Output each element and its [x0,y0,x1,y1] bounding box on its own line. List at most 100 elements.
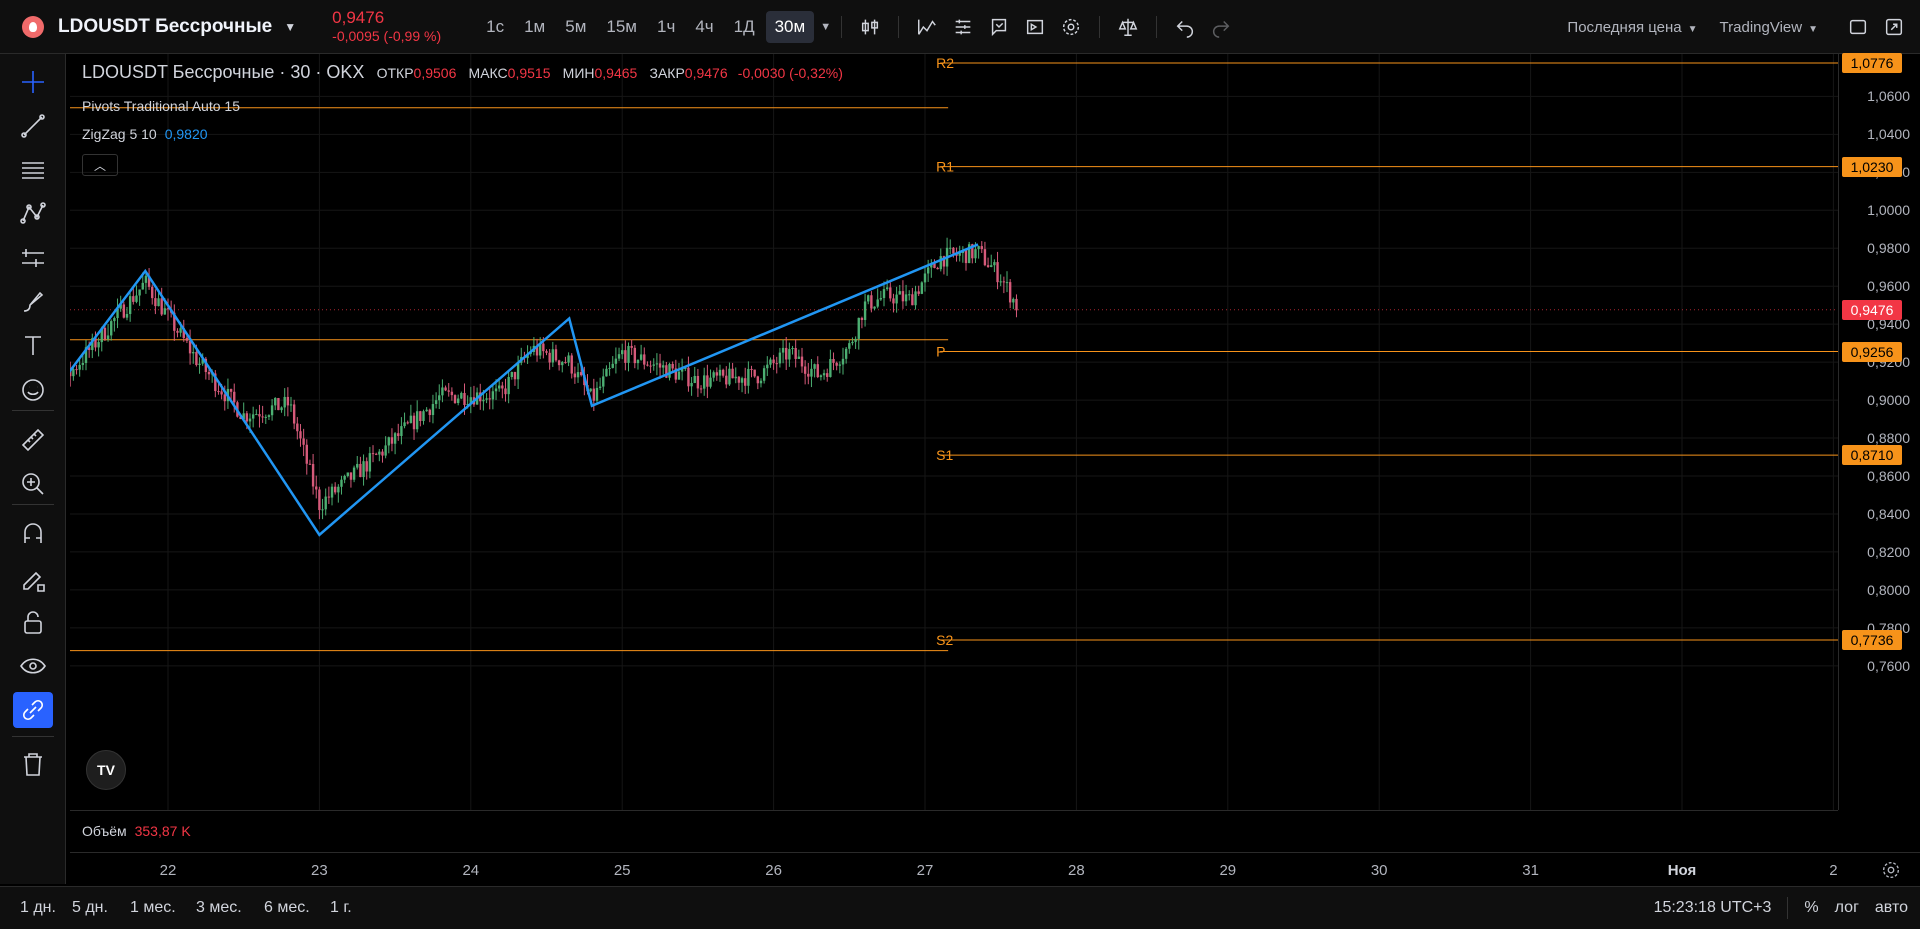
chevron-down-icon[interactable]: ▼ [820,20,832,33]
replay-icon[interactable] [1017,9,1053,45]
candle-body [658,363,662,368]
candle-body [996,262,999,283]
candle-body [592,388,596,401]
brush-icon[interactable] [13,284,53,320]
candle-body [535,345,539,356]
legend-title[interactable]: LDOUSDT Бессрочные · 30 · OKX [82,62,365,82]
templates-icon[interactable] [945,9,981,45]
range-1d[interactable]: 1 дн. [20,899,56,916]
redo-icon[interactable] [1203,9,1239,45]
clock[interactable]: 15:23:18 UTC+3 [1653,899,1772,916]
candle-body [141,282,144,290]
candle-body [116,308,119,319]
candle-body [646,364,649,366]
price-change: -0,0095 (-0,99 %) [332,27,442,44]
pattern-icon[interactable] [13,196,53,232]
range-3m[interactable]: 3 мес. [196,899,242,916]
symbol-logo-icon [22,15,44,38]
undo-icon[interactable] [1167,9,1203,45]
range-5d[interactable]: 5 дн. [72,899,108,916]
candle-body [589,388,592,392]
candle-body [381,451,384,456]
candle-body [788,349,791,360]
top-toolbar: LDOUSDT Бессрочные ▼ 0,9476 -0,0095 (-0,… [0,0,1920,54]
candle-body [892,298,895,304]
magnet-icon[interactable] [13,516,53,552]
timeframe-30m[interactable]: 30м [765,10,815,43]
timeframe-1s[interactable]: 1с [486,16,505,36]
time-tick: 29 [1219,862,1237,879]
candle-body [939,256,942,270]
candle-body [914,291,917,306]
tradingview-logo-icon[interactable]: TV [86,750,126,790]
price-tick: 0,9800 [1867,240,1910,257]
range-1y[interactable]: 1 г. [330,899,352,916]
provider-select[interactable]: TradingView ▼ [1719,18,1818,36]
timeframe-15m[interactable]: 15м [606,16,637,36]
candle-body [91,338,94,351]
timeframe-1d[interactable]: 1Д [733,16,755,36]
fullscreen-icon[interactable] [1876,9,1912,45]
volume-pane[interactable]: Объём 353,87 K [70,810,1838,852]
lock-drawing-icon[interactable] [13,560,53,596]
candle-body [715,372,719,376]
candle-body [81,363,85,365]
crosshair-icon[interactable] [13,64,53,100]
auto-toggle[interactable]: авто [1874,899,1908,916]
zigzag-indicator-label[interactable]: ZigZag 5 10 0,9820 [82,126,208,142]
candle-body [813,364,816,369]
candle-body [75,369,78,371]
gear-icon[interactable] [1880,859,1902,881]
text-icon[interactable] [13,328,53,364]
range-1m[interactable]: 1 мес. [130,899,176,916]
candle-body [781,347,785,353]
collapse-legend-button[interactable]: ︿ [82,154,118,176]
candle-body [78,364,81,370]
chevron-down-icon[interactable]: ▼ [284,19,297,34]
candle-body [933,263,936,268]
chart-pane[interactable]: R2 R1 P S1 S2 LDOUSDT Бессрочные · 30 · OKX … [70,54,1838,810]
candle-body [712,372,715,378]
log-toggle[interactable]: лог [1834,899,1859,916]
percent-toggle[interactable]: % [1804,899,1819,916]
trend-line-icon[interactable] [13,108,53,144]
pivot-label-p: P [936,344,945,360]
link-icon[interactable] [13,692,53,728]
window-icon[interactable] [1840,9,1876,45]
timeframe-5m[interactable]: 5м [565,16,587,36]
pivots-indicator-label[interactable]: Pivots Traditional Auto 15 [82,98,240,114]
chart-legend: LDOUSDT Бессрочные · 30 · OKX ОТКР0,9506… [82,62,843,83]
alert-icon[interactable] [981,9,1017,45]
timeframe-4h[interactable]: 4ч [695,16,714,36]
indicators-icon[interactable] [909,9,945,45]
candle-body [513,372,517,380]
candle-body [633,347,637,364]
time-tick: 30 [1370,862,1388,879]
candle-body [778,352,782,364]
chart-canvas[interactable]: R2 R1 P S1 S2 [70,54,1838,810]
compare-icon[interactable] [1110,9,1146,45]
gear-icon[interactable] [1053,9,1089,45]
time-axis[interactable]: 22 23 24 25 26 27 28 29 30 31 Ноя 2 [70,852,1920,886]
price-axis[interactable]: 1,06001,04001,02001,00000,98000,96000,94… [1838,53,1920,810]
range-6m[interactable]: 6 мес. [264,899,310,916]
candles-icon[interactable] [852,9,888,45]
candle-body [374,453,378,455]
zoom-icon[interactable] [13,466,53,502]
fib-icon[interactable] [13,152,53,188]
timeframe-1m[interactable]: 1м [524,16,546,36]
symbol-name[interactable]: LDOUSDT Бессрочные [58,15,273,37]
timeframe-1h[interactable]: 1ч [657,16,676,36]
lock-icon[interactable] [13,604,53,640]
trash-icon[interactable] [13,746,53,782]
candle-body [936,267,939,270]
candle-body [128,296,132,314]
candle-body [904,294,908,302]
eye-icon[interactable] [13,648,53,684]
emoji-icon[interactable] [13,372,53,408]
candle-body [769,359,772,365]
prediction-icon[interactable] [13,240,53,276]
ruler-icon[interactable] [13,422,53,458]
candle-body [466,404,469,406]
price-type-select[interactable]: Последняя цена ▼ [1567,18,1698,36]
